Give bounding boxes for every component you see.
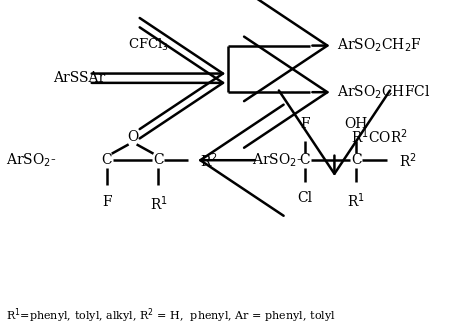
Text: OH: OH <box>345 117 368 131</box>
Text: R$^2$: R$^2$ <box>200 151 218 170</box>
Text: Cl: Cl <box>297 191 312 205</box>
Text: R$^1$: R$^1$ <box>347 191 365 209</box>
Text: F: F <box>300 117 310 131</box>
Text: R$^2$: R$^2$ <box>399 151 417 170</box>
Text: R$^1$COR$^2$: R$^1$COR$^2$ <box>351 128 408 146</box>
Text: F: F <box>102 195 111 209</box>
Text: C: C <box>101 153 112 167</box>
Text: C: C <box>153 153 164 167</box>
Text: ArSO$_2$CH$_2$F: ArSO$_2$CH$_2$F <box>337 37 422 54</box>
Text: CFCl$_3$: CFCl$_3$ <box>128 37 169 53</box>
Text: ArSSAr: ArSSAr <box>53 71 105 85</box>
Text: O: O <box>127 130 138 144</box>
Text: R$^1$=phenyl, tolyl, alkyl, R$^2$ = H,  phenyl, Ar = phenyl, tolyl: R$^1$=phenyl, tolyl, alkyl, R$^2$ = H, p… <box>6 307 336 325</box>
Text: C: C <box>351 153 362 167</box>
Text: ArSO$_2$-: ArSO$_2$- <box>6 152 57 169</box>
Text: ArSO$_2$-: ArSO$_2$- <box>252 152 302 169</box>
Text: R$^1$: R$^1$ <box>149 195 167 213</box>
Text: C: C <box>299 153 310 167</box>
Text: ArSO$_2$CHFCl: ArSO$_2$CHFCl <box>337 84 431 101</box>
